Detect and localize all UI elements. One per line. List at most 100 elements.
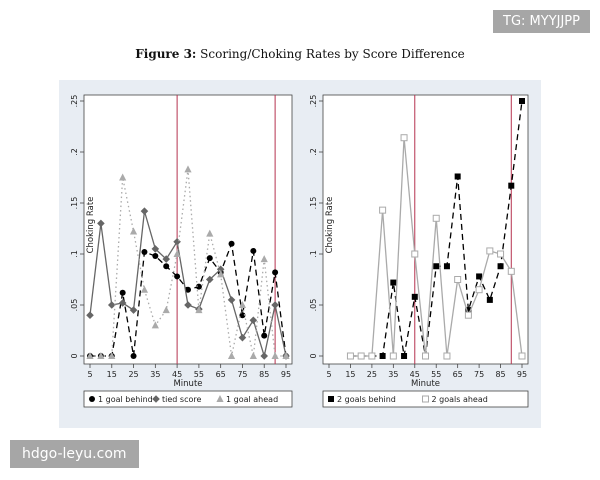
legend-marker (89, 396, 95, 402)
data-point (97, 219, 105, 228)
figure-title-text: Scoring/Choking Rates by Score Differenc… (200, 47, 465, 61)
data-point (379, 353, 386, 359)
y-tick-label: 0 (309, 353, 318, 358)
data-point (497, 263, 504, 270)
data-point (195, 306, 203, 314)
data-point (519, 98, 525, 104)
data-point (118, 299, 127, 307)
x-tick-label: 35 (388, 370, 398, 379)
chart-panel-2: 0 .05 .1 .15 .2 .25 Choking Rate 5 15 25 35 45 55 65 7… (302, 90, 534, 420)
x-tick-label: 25 (367, 370, 377, 379)
data-point (119, 289, 126, 296)
x-axis-label: Minute (173, 379, 202, 389)
legend: 2 goals behind 2 goals ahead (322, 390, 529, 408)
data-point (401, 353, 408, 359)
watermark-top-right: TG: MYYJJPP (493, 10, 590, 33)
data-point (411, 250, 419, 258)
data-point (173, 250, 181, 257)
data-point (227, 352, 236, 359)
x-tick-label: 65 (453, 370, 463, 379)
data-point (411, 293, 418, 300)
data-point (195, 283, 202, 290)
data-point (271, 352, 279, 359)
data-point (206, 255, 213, 262)
data-point (174, 273, 181, 280)
y-tick-label: .1 (70, 250, 79, 258)
data-point (454, 173, 461, 180)
data-point (486, 247, 494, 255)
data-point (486, 296, 493, 303)
legend-label: tied score (162, 395, 201, 404)
data-point (184, 165, 192, 173)
x-tick-label: 45 (172, 370, 182, 379)
data-point (216, 265, 225, 274)
data-point (476, 273, 483, 280)
data-point (184, 301, 192, 309)
data-point (97, 352, 105, 359)
data-point (238, 301, 247, 308)
data-point (205, 275, 214, 284)
data-point (260, 255, 268, 263)
data-point (465, 307, 472, 314)
legend-label: 2 goals ahead (432, 395, 488, 404)
data-point (239, 312, 246, 319)
watermark-bottom-left: hdgo-leyu.com (10, 440, 139, 468)
x-tick-label: 75 (237, 370, 247, 379)
legend-marker (422, 395, 429, 403)
y-tick-label: .1 (309, 250, 318, 258)
x-axis-label: Minute (411, 379, 440, 389)
y-tick-label: .2 (70, 148, 79, 156)
data-point (86, 311, 94, 319)
plot-area (83, 94, 293, 365)
data-point (390, 279, 397, 286)
data-point (271, 301, 279, 309)
x-tick-label: 75 (474, 370, 484, 379)
data-point (217, 270, 225, 278)
legend-label: 1 goal behind (98, 395, 153, 404)
data-point (130, 353, 137, 359)
data-point (162, 255, 171, 263)
data-point (260, 352, 269, 360)
data-point (261, 332, 268, 339)
data-point (454, 276, 462, 283)
figure-title: Figure 3: Scoring/Choking Rates by Score… (0, 47, 600, 61)
data-point (129, 227, 138, 235)
data-point (422, 352, 429, 360)
x-tick-label: 5 (87, 370, 92, 379)
data-point (119, 173, 127, 181)
y-tick-label: 0 (70, 353, 79, 358)
legend-marker (216, 395, 224, 402)
data-point (249, 316, 258, 325)
data-point (140, 207, 149, 215)
data-point (249, 352, 257, 359)
data-point (227, 296, 236, 304)
data-point (141, 248, 148, 255)
y-axis-label: Choking Rate (86, 197, 96, 254)
x-tick-label: 55 (194, 370, 204, 379)
data-point (475, 286, 483, 294)
x-tick-label: 55 (431, 370, 441, 379)
legend-box (83, 390, 293, 408)
x-tick-label: 45 (410, 370, 420, 379)
data-point (272, 269, 279, 276)
data-point (162, 306, 170, 314)
y-tick-label: .15 (70, 197, 79, 210)
y-tick-label: .05 (309, 299, 318, 312)
data-point (238, 333, 247, 342)
figure-title-prefix: Figure 3: (135, 47, 197, 61)
data-point (379, 206, 387, 214)
data-point (108, 352, 116, 359)
data-point (185, 286, 191, 293)
data-point (228, 240, 235, 247)
data-point (357, 352, 365, 360)
x-tick-label: 95 (281, 370, 291, 379)
plot-area (322, 94, 529, 365)
data-point (443, 352, 451, 360)
chart-panel-1: 0 .05 .1 .15 .2 .25 Choking Rate 5 15 25 35 45 55 65 7… (63, 90, 295, 420)
data-point (107, 301, 116, 309)
legend-label: 1 goal ahead (226, 395, 278, 404)
x-tick-label: 95 (517, 370, 527, 379)
data-point (518, 352, 526, 360)
x-tick-label: 15 (107, 370, 117, 379)
data-point (400, 134, 408, 142)
